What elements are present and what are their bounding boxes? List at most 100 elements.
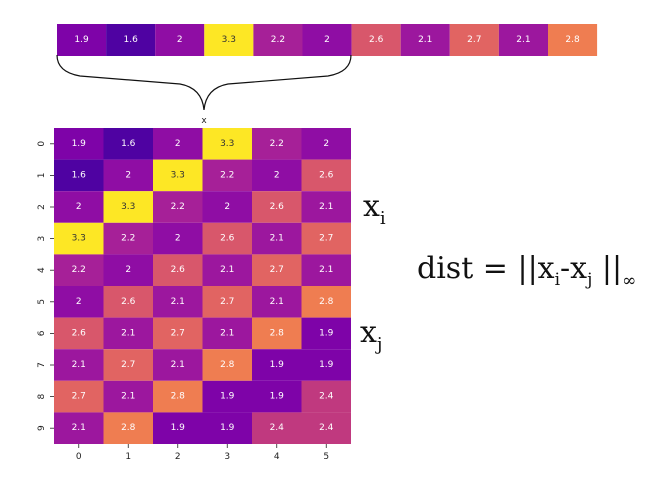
heatmap-cell xyxy=(153,317,203,350)
heatmap-cell xyxy=(202,286,252,318)
heatmap-value: 2.1 xyxy=(270,297,284,307)
heatmap-value: 2 xyxy=(76,297,82,307)
heatmap-value: 1.9 xyxy=(220,392,235,402)
heatmap-cell xyxy=(202,380,252,413)
heatmap-cell xyxy=(301,380,351,413)
heatmap-value: 2.1 xyxy=(319,202,333,212)
heatmap-value: 2.6 xyxy=(121,297,136,307)
heatmap-cell xyxy=(252,128,302,160)
row-tick-label: 4 xyxy=(37,267,47,273)
heatmap-cell xyxy=(153,380,203,413)
sequence-value: 2 xyxy=(177,35,183,45)
heatmap-cell xyxy=(103,286,153,318)
heatmap-cell xyxy=(54,380,104,413)
heatmap-cell xyxy=(103,191,153,223)
heatmap-value: 2 xyxy=(175,139,181,149)
heatmap-value: 2 xyxy=(76,202,82,212)
heatmap-cell xyxy=(301,191,351,223)
sequence-cell xyxy=(106,24,156,56)
heatmap-cell xyxy=(301,317,351,350)
heatmap-cell xyxy=(103,412,153,444)
xj-label: xj xyxy=(360,315,383,355)
heatmap-value: 3.3 xyxy=(171,170,185,180)
sequence-value: 2.1 xyxy=(516,35,530,45)
heatmap-value: 2.2 xyxy=(121,234,135,244)
heatmap-cell xyxy=(301,349,351,381)
heatmap-cell xyxy=(202,191,252,223)
heatmap-value: 1.9 xyxy=(270,392,285,402)
heatmap-cell xyxy=(252,254,302,286)
heatmap-value: 2 xyxy=(125,170,131,180)
heatmap-cell xyxy=(301,222,351,255)
heatmap-cell xyxy=(301,254,351,286)
row-tick-label: 2 xyxy=(37,204,47,210)
heatmap-cell xyxy=(153,159,203,192)
heatmap-cell xyxy=(103,317,153,350)
heatmap-cell xyxy=(54,254,104,286)
heatmap-cell xyxy=(54,286,104,318)
heatmap-cell xyxy=(252,317,302,350)
heatmap-value: 1.9 xyxy=(270,360,285,370)
heatmap-value: 2.6 xyxy=(72,328,87,338)
heatmap-cell xyxy=(202,222,252,255)
heatmap-cell xyxy=(103,254,153,286)
xi-label: xi xyxy=(363,189,386,229)
heatmap-cell xyxy=(252,380,302,413)
heatmap-cell xyxy=(252,349,302,381)
heatmap-cell xyxy=(301,412,351,444)
row-tick-label: 6 xyxy=(37,330,47,336)
heatmap-cell xyxy=(103,380,153,413)
heatmap-cell xyxy=(54,412,104,444)
heatmap-value: 1.6 xyxy=(121,139,136,149)
heatmap-value: 2.6 xyxy=(270,202,285,212)
column-tick-label: 0 xyxy=(76,452,82,462)
heatmap-value: 1.9 xyxy=(171,423,186,433)
heatmap-value: 2.2 xyxy=(270,139,284,149)
sequence-cell xyxy=(498,24,548,56)
sequence-cell xyxy=(204,24,254,56)
heatmap-cell xyxy=(153,222,203,255)
heatmap-cell xyxy=(202,349,252,381)
heatmap-value: 3.3 xyxy=(220,139,234,149)
heatmap-value: 2.6 xyxy=(319,170,334,180)
heatmap-value: 2.1 xyxy=(171,360,185,370)
heatmap-value: 2.4 xyxy=(270,423,285,433)
heatmap-cell xyxy=(54,128,104,160)
heatmap-cell xyxy=(153,128,203,160)
heatmap-value: 2.1 xyxy=(72,360,86,370)
heatmap-cell xyxy=(103,222,153,255)
heatmap-cell xyxy=(301,159,351,192)
sequence-value: 2.1 xyxy=(418,35,432,45)
heatmap-cell xyxy=(54,191,104,223)
heatmap-value: 2.6 xyxy=(171,265,186,275)
heatmap-value: 2.1 xyxy=(220,265,234,275)
column-tick-label: 3 xyxy=(224,452,230,462)
sequence-value: 2.6 xyxy=(369,35,384,45)
sequence-value: 1.6 xyxy=(123,35,138,45)
heatmap-cell xyxy=(202,317,252,350)
sequence-cell xyxy=(351,24,401,56)
heatmap-value: 1.9 xyxy=(319,360,334,370)
heatmap-cell xyxy=(153,191,203,223)
heatmap-value: 3.3 xyxy=(121,202,135,212)
column-ticks: 0 1 2 3 4 5 xyxy=(76,444,329,462)
heatmap-value: 2.8 xyxy=(220,360,235,370)
column-tick-label: 4 xyxy=(274,452,280,462)
heatmap-cell xyxy=(252,412,302,444)
sequence-cell xyxy=(400,24,450,56)
heatmap-value: 2 xyxy=(125,265,131,275)
heatmap-value: 2.2 xyxy=(171,202,185,212)
heatmap-cell xyxy=(202,412,252,444)
heatmap-value: 3.3 xyxy=(72,234,86,244)
distance-formula: dist = ||xi-xj ||∞ xyxy=(417,251,636,291)
row-tick-label: 7 xyxy=(37,362,47,368)
heatmap-value: 2.4 xyxy=(319,423,334,433)
sequence-value: 2 xyxy=(324,35,330,45)
heatmap-cell xyxy=(54,159,104,192)
heatmap-value: 2.4 xyxy=(319,392,334,402)
heatmap-cell xyxy=(301,128,351,160)
heatmap-value: 2.8 xyxy=(319,297,334,307)
heatmap-cell xyxy=(103,159,153,192)
window-brace xyxy=(56,54,352,111)
heatmap-cell xyxy=(301,286,351,318)
